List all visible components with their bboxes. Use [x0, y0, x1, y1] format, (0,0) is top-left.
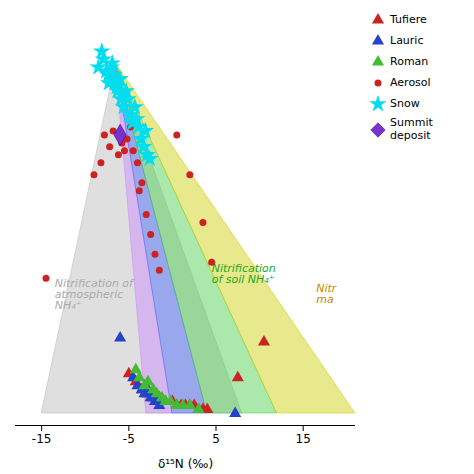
- svg-text:-5: -5: [123, 432, 135, 446]
- svg-text:Nitrification ofatmosphericNH₄: Nitrification ofatmosphericNH₄⁺: [55, 277, 135, 312]
- svg-text:-15: -15: [32, 432, 52, 446]
- html-text:Roman: Roman: [390, 54, 429, 68]
- html-text:Summit deposit: Summit deposit: [390, 116, 433, 142]
- svg-text:Nitrma: Nitrma: [316, 282, 338, 306]
- html-text:Tufiere: Tufiere: [390, 12, 427, 26]
- svg-text:δ¹⁵N (‰): δ¹⁵N (‰): [158, 457, 213, 471]
- html-text:Aerosol: Aerosol: [390, 75, 431, 89]
- svg-text:15: 15: [296, 432, 311, 446]
- svg-text:5: 5: [212, 432, 220, 446]
- html-text:Snow: Snow: [390, 96, 420, 110]
- html-text:Lauric: Lauric: [390, 33, 424, 47]
- svg-text:Nitrificationof soil NH₄⁺: Nitrificationof soil NH₄⁺: [212, 262, 276, 286]
